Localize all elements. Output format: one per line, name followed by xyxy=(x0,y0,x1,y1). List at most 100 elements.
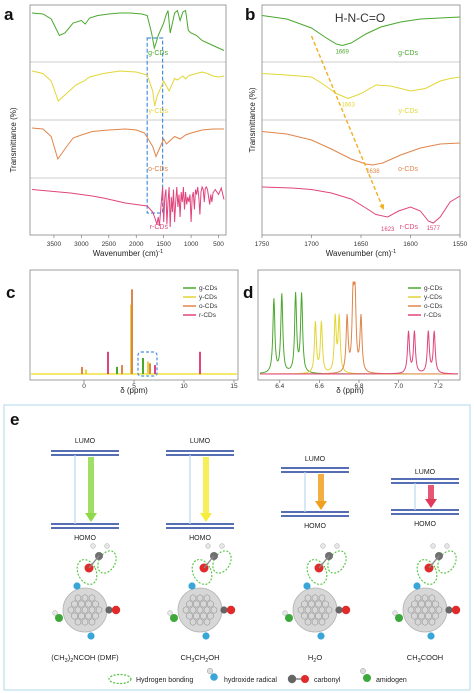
hydrogen-bond-icon xyxy=(108,673,132,685)
panel-e-legend: Hydrogen bonding hydroxide radical carbo… xyxy=(108,667,407,685)
carbonyl-icon-c xyxy=(287,674,297,684)
a-xtick-label: 3000 xyxy=(74,241,89,248)
panel-b-xlabel: Wavenumber (cm)-1 xyxy=(326,249,396,258)
carbonyl-oxygen xyxy=(341,605,351,615)
panel-e-columns: LUMO HOMO (CH3)2NCOH (DMF) LUMO HOMO CH3CH2OH… xyxy=(51,438,461,664)
solvent-label-2: CH3CH2OH xyxy=(180,653,219,664)
c-xtick-label: 0 xyxy=(82,383,86,390)
b-label-g-CDs: g-CDs xyxy=(398,50,418,57)
carbonyl-carbon xyxy=(220,606,228,614)
a-label-g-CDs: g-CDs xyxy=(148,50,168,57)
panel-d: d g-CDs y-CDs o-CDs r-CDs 6.4 6.6 6.8 7.0 7.2 δ… xyxy=(243,269,461,395)
trend-arrow-line xyxy=(310,35,385,211)
hydrogen-atom xyxy=(167,610,173,616)
panel-d-xlabel: δ (ppm) xyxy=(336,386,364,395)
amidogen-group xyxy=(55,614,63,622)
lattice-hexagon xyxy=(318,606,326,614)
lattice-hexagon xyxy=(311,606,319,614)
b-label-o-CDs: o-CDs xyxy=(398,166,418,173)
d-xtick-label: 6.4 xyxy=(275,383,284,390)
hydroxide-group xyxy=(73,582,81,590)
panel-c-bars xyxy=(81,289,201,375)
solvent-hydrogen xyxy=(334,543,340,549)
lattice-hexagon xyxy=(200,612,207,620)
panel-b-ylabel: Transmittance (%) xyxy=(248,87,257,152)
solvent-column-2: LUMO HOMO CH3CH2OH xyxy=(166,438,236,664)
c-bar-o-CDs xyxy=(149,363,151,374)
panel-b: b Transmittance (%) H-N-C=O g-CDs 1669 y-C… xyxy=(245,4,468,258)
lattice-hexagon xyxy=(322,612,329,620)
lattice-hexagon xyxy=(428,594,436,602)
lattice-hexagon xyxy=(318,618,326,626)
lattice-hexagon xyxy=(203,594,211,602)
lattice-hexagon xyxy=(301,600,308,608)
lattice-hexagon xyxy=(407,606,415,614)
carbonyl-carbon xyxy=(445,606,453,614)
panel-a-series: g-CDs y-CDs o-CDs r-CDs xyxy=(31,9,225,231)
solvent-bond xyxy=(318,555,330,569)
c-bar-o-CDs xyxy=(121,365,123,374)
panel-label-e: e xyxy=(10,410,19,429)
lumo-label: LUMO xyxy=(75,438,96,445)
lattice-hexagon xyxy=(189,618,197,626)
lattice-hexagon xyxy=(428,606,436,614)
a-series-o-CDs xyxy=(31,127,224,161)
b-series-g-CDs xyxy=(261,15,461,47)
emission-arrow-shaft xyxy=(203,457,209,514)
a-xtick-label: 500 xyxy=(213,241,224,248)
amidogen-group xyxy=(395,614,403,622)
hydrogen-bond-ellipse xyxy=(437,550,457,574)
amidogen-group xyxy=(170,614,178,622)
lattice-hexagon xyxy=(88,594,96,602)
hydrogen-bond-ellipse xyxy=(306,559,328,585)
c-xtick-label: 10 xyxy=(180,383,188,390)
c-xtick-label: 15 xyxy=(230,383,238,390)
solvent-hydrogen xyxy=(444,543,450,549)
lattice-hexagon xyxy=(207,600,214,608)
panel-label-d: d xyxy=(243,283,253,302)
lattice-hexagon xyxy=(203,618,211,626)
amidogen-icon-h xyxy=(360,668,366,674)
solvent-hydrogen xyxy=(104,543,110,549)
lattice-hexagon xyxy=(304,594,312,602)
panel-b-series: g-CDs 1669 y-CDs 1663 o-CDs 1638 r-CDs 1623 1577 xyxy=(261,15,461,233)
a-xtick-label: 2500 xyxy=(102,241,117,248)
lattice-hexagon xyxy=(301,612,308,620)
lattice-hexagon xyxy=(315,612,322,620)
legend-carbonyl: carbonyl xyxy=(314,677,341,684)
hydrogen-bond-ellipse xyxy=(416,559,438,585)
c-bar-r-CDs xyxy=(107,351,109,375)
b-series-y-CDs xyxy=(261,73,461,100)
panel-c-highlight-box xyxy=(137,351,158,377)
lattice-hexagon xyxy=(67,606,75,614)
homo-label: HOMO xyxy=(189,535,211,542)
emission-arrow-head xyxy=(425,499,437,508)
lattice-hexagon xyxy=(432,612,439,620)
panel-b-ticks: 1750 1700 1650 1600 1550 xyxy=(255,235,468,248)
lattice-hexagon xyxy=(304,618,312,626)
a-label-r-CDs: r-CDs xyxy=(150,224,169,231)
lattice-hexagon xyxy=(418,600,425,608)
b-xtick-label: 1750 xyxy=(255,241,270,248)
lattice-hexagon xyxy=(182,606,190,614)
panel-a-xlabel: Wavenumber (cm)-1 xyxy=(93,249,163,258)
panel-a: a Transmittance (%) g-CDs y-CDs o-CDs r-CDs… xyxy=(4,4,227,258)
lattice-hexagon xyxy=(411,612,418,620)
lattice-hexagon xyxy=(71,600,78,608)
a-xtick-label: 2000 xyxy=(129,241,144,248)
lattice-hexagon xyxy=(74,618,82,626)
lattice-hexagon xyxy=(81,618,89,626)
c-legend-y-CDs: y-CDs xyxy=(199,294,218,301)
lattice-hexagon xyxy=(311,594,319,602)
solvent-column-1: LUMO HOMO (CH3)2NCOH (DMF) xyxy=(51,438,121,664)
hydroxide-group xyxy=(188,582,196,590)
lattice-hexagon xyxy=(196,606,204,614)
d-legend-o-CDs: o-CDs xyxy=(424,303,443,310)
c-bar-y-CDs xyxy=(85,369,87,375)
c-bar-g-CDs xyxy=(142,358,144,374)
lumo-label: LUMO xyxy=(415,469,436,476)
a-label-o-CDs: o-CDs xyxy=(148,166,168,173)
lattice-hexagon xyxy=(418,612,425,620)
solvent-hydrogen xyxy=(90,543,96,549)
